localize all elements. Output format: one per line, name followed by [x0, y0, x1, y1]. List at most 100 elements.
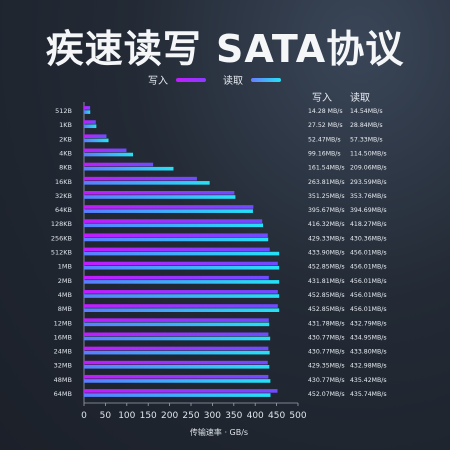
read-value-label: 433.80MB/s: [350, 349, 387, 356]
x-axis-label: 传输速率 · GB/s: [190, 427, 248, 437]
legend-item-read: 读取: [223, 72, 281, 87]
read-value-label: 57.33MB/s: [350, 136, 383, 143]
bar-read: [84, 124, 97, 129]
y-tick-label: 32MB: [54, 362, 72, 370]
read-value-label: 209.06MB/s: [350, 165, 387, 172]
bar-read: [84, 152, 134, 157]
legend-item-write: 写入: [148, 72, 206, 87]
y-tick-label: 4MB: [58, 291, 72, 299]
bar-write: [84, 162, 154, 167]
table-header-read: 读取: [350, 93, 370, 104]
y-tick-label: 8KB: [59, 164, 72, 172]
bar-write: [84, 247, 270, 252]
read-value-label: 28.84MB/s: [350, 122, 383, 129]
write-value-label: 99.16MB/s: [308, 150, 341, 157]
read-value-label: 432.79MB/s: [350, 320, 387, 327]
x-tick-label: 250: [182, 411, 199, 421]
chart-legend: 写入 读取: [0, 72, 450, 87]
legend-swatch-read: [251, 77, 281, 82]
y-tick-label: 48MB: [54, 376, 72, 384]
x-tick-label: 400: [247, 411, 264, 421]
read-value-label: 435.42MB/s: [350, 377, 387, 384]
write-value-label: 430.77MB/s: [308, 377, 345, 384]
bar-read: [84, 336, 271, 341]
bar-read: [84, 195, 236, 199]
bar-read: [84, 181, 210, 185]
bar-write: [84, 219, 263, 223]
bar-read: [84, 138, 109, 143]
read-value-label: 456.01MB/s: [350, 250, 387, 257]
legend-label-write: 写入: [148, 76, 168, 87]
bar-write: [84, 134, 107, 138]
write-value-label: 452.85MB/s: [308, 292, 345, 299]
bar-write: [84, 389, 278, 393]
read-value-label: 430.36MB/s: [350, 235, 387, 242]
table-header-write: 写入: [312, 93, 332, 104]
write-value-label: 161.54MB/s: [308, 165, 345, 172]
y-tick-label: 1KB: [59, 121, 72, 129]
y-tick-label: 2MB: [58, 277, 72, 285]
bar-read: [84, 294, 280, 298]
y-tick-label: 16MB: [54, 333, 72, 341]
page-title: 疾速读写 SATA协议: [45, 27, 405, 71]
x-tick-label: 350: [225, 411, 242, 421]
bar-write: [84, 205, 254, 209]
read-value-label: 456.01MB/s: [350, 292, 387, 299]
x-tick-label: 0: [81, 411, 87, 421]
read-value-label: 394.69MB/s: [350, 207, 387, 214]
bar-write: [84, 275, 269, 280]
bar-write: [84, 374, 269, 379]
read-value-label: 14.54MB/s: [350, 108, 383, 115]
bar-read: [84, 237, 269, 242]
read-value-label: 114.50MB/s: [350, 150, 387, 157]
bar-write: [84, 290, 278, 294]
write-value-label: 430.77MB/s: [308, 349, 345, 356]
bar-read: [84, 110, 91, 114]
read-value-label: 456.01MB/s: [350, 264, 387, 271]
read-value-label: 432.98MB/s: [350, 363, 387, 370]
y-tick-label: 4KB: [59, 149, 72, 157]
y-tick-label: 24MB: [54, 348, 72, 356]
y-tick-label: 12MB: [54, 319, 72, 327]
y-tick-label: 128KB: [51, 220, 72, 228]
read-value-label: 456.01MB/s: [350, 306, 387, 313]
y-tick-label: 256KB: [51, 234, 72, 242]
bar-write: [84, 106, 91, 110]
read-value-label: 435.74MB/s: [350, 391, 387, 398]
y-tick-label: 2KB: [59, 135, 72, 143]
x-tick-label: 150: [140, 411, 157, 421]
bar-read: [84, 350, 270, 355]
read-value-label: 293.59MB/s: [350, 179, 387, 186]
write-value-label: 416.32MB/s: [308, 221, 345, 228]
legend-label-read: 读取: [223, 76, 243, 87]
bar-read: [84, 265, 280, 270]
bar-write: [84, 148, 127, 153]
write-value-label: 431.81MB/s: [308, 278, 345, 285]
y-tick-label: 64KB: [55, 206, 72, 214]
bar-write: [84, 120, 96, 124]
y-tick-label: 1MB: [58, 263, 72, 271]
y-tick-label: 8MB: [58, 305, 72, 313]
x-tick-label: 200: [161, 411, 178, 421]
write-value-label: 14.28 MB/s: [308, 108, 343, 115]
write-value-label: 452.07MB/s: [308, 391, 345, 398]
x-tick-label: 100: [118, 411, 135, 421]
write-value-label: 52.47MB/s: [308, 136, 341, 143]
write-value-label: 27.52 MB/s: [308, 122, 343, 129]
write-value-label: 431.78MB/s: [308, 320, 345, 327]
bar-read: [84, 280, 280, 284]
write-value-label: 433.90MB/s: [308, 250, 345, 257]
bar-read: [84, 209, 253, 213]
bar-write: [84, 332, 269, 337]
bar-read: [84, 308, 280, 312]
bar-read: [84, 223, 264, 228]
read-value-label: 353.76MB/s: [350, 193, 387, 200]
bar-write: [84, 233, 268, 238]
write-value-label: 351.25MB/s: [308, 193, 345, 200]
write-value-label: 430.77MB/s: [308, 334, 345, 341]
write-value-label: 452.85MB/s: [308, 306, 345, 313]
y-tick-label: 64MB: [54, 390, 72, 398]
bar-read: [84, 251, 280, 256]
write-value-label: 263.81MB/s: [308, 179, 345, 186]
